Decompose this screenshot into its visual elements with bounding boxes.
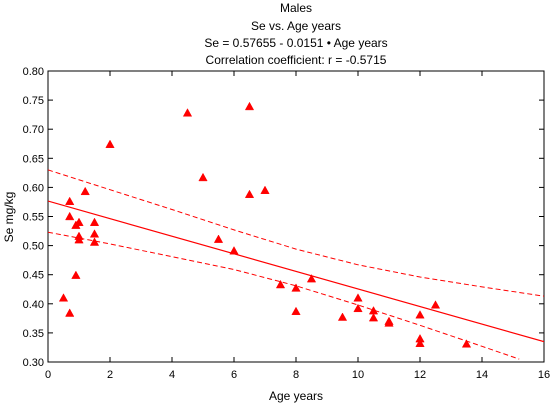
data-point [65, 308, 75, 317]
y-tick-label: 0.30 [23, 357, 44, 369]
data-point [80, 186, 90, 196]
data-point [291, 306, 301, 315]
data-point [368, 306, 379, 315]
data-point [353, 293, 363, 302]
data-point [306, 274, 317, 283]
y-tick-label: 0.75 [23, 95, 44, 107]
confidence-band-upper [48, 169, 544, 297]
y-tick-label: 0.70 [23, 124, 44, 136]
x-tick-label: 16 [538, 369, 550, 381]
data-point [89, 229, 100, 238]
y-tick-label: 0.50 [23, 241, 44, 253]
x-axis-label: Age years [269, 389, 323, 403]
y-tick-label: 0.40 [23, 299, 44, 311]
y-tick-label: 0.65 [23, 153, 44, 165]
data-point [74, 235, 84, 244]
data-point [74, 217, 84, 226]
data-point [260, 185, 270, 194]
data-point [384, 318, 394, 327]
y-axis-label: Se mg/kg [2, 192, 16, 243]
y-tick-label: 0.35 [23, 328, 44, 340]
data-point [415, 310, 425, 319]
x-tick-label: 10 [352, 369, 364, 381]
plot-frame [47, 70, 545, 363]
data-point [229, 246, 239, 255]
data-point [65, 211, 75, 221]
chart-subtitle: Se vs. Age years [251, 19, 341, 33]
y-tick-label: 0.80 [23, 66, 44, 78]
plot-area: 0 2 4 6 8 10 12 14 16 0.30 0.35 0.40 0.45 0.50 0.55 0.6… [23, 66, 550, 381]
x-tick-label: 2 [107, 369, 113, 381]
regression-line [48, 200, 544, 343]
data-point [415, 338, 425, 347]
data-point [182, 108, 193, 117]
data-point [89, 217, 100, 226]
data-point [198, 172, 208, 182]
data-point [353, 303, 363, 313]
chart-title: Males [280, 1, 312, 15]
data-point [71, 270, 81, 279]
data-point [58, 293, 69, 302]
data-point [89, 237, 100, 246]
data-point [461, 339, 472, 348]
data-point [275, 279, 286, 289]
regression-equation: Se = 0.57655 - 0.0151 • Age years [204, 36, 387, 50]
x-tick-label: 8 [293, 369, 299, 381]
data-point [291, 283, 301, 292]
x-tick-label: 4 [169, 369, 175, 381]
correlation-label: Correlation coefficient: r = -0.5715 [206, 53, 387, 67]
data-point [368, 313, 379, 322]
data-point [430, 300, 441, 309]
x-tick-label: 6 [231, 369, 237, 381]
confidence-band-lower [48, 231, 520, 360]
data-point [337, 312, 348, 321]
data-point [65, 196, 75, 205]
data-point [213, 234, 224, 243]
data-point [105, 139, 115, 148]
x-tick-label: 14 [476, 369, 488, 381]
y-tick-label: 0.60 [23, 182, 44, 194]
x-tick-label: 12 [414, 369, 426, 381]
x-tick-label: 0 [45, 369, 51, 381]
data-point [244, 189, 255, 198]
y-tick-label: 0.55 [23, 212, 44, 224]
data-point [244, 101, 255, 111]
y-tick-label: 0.45 [23, 270, 44, 282]
